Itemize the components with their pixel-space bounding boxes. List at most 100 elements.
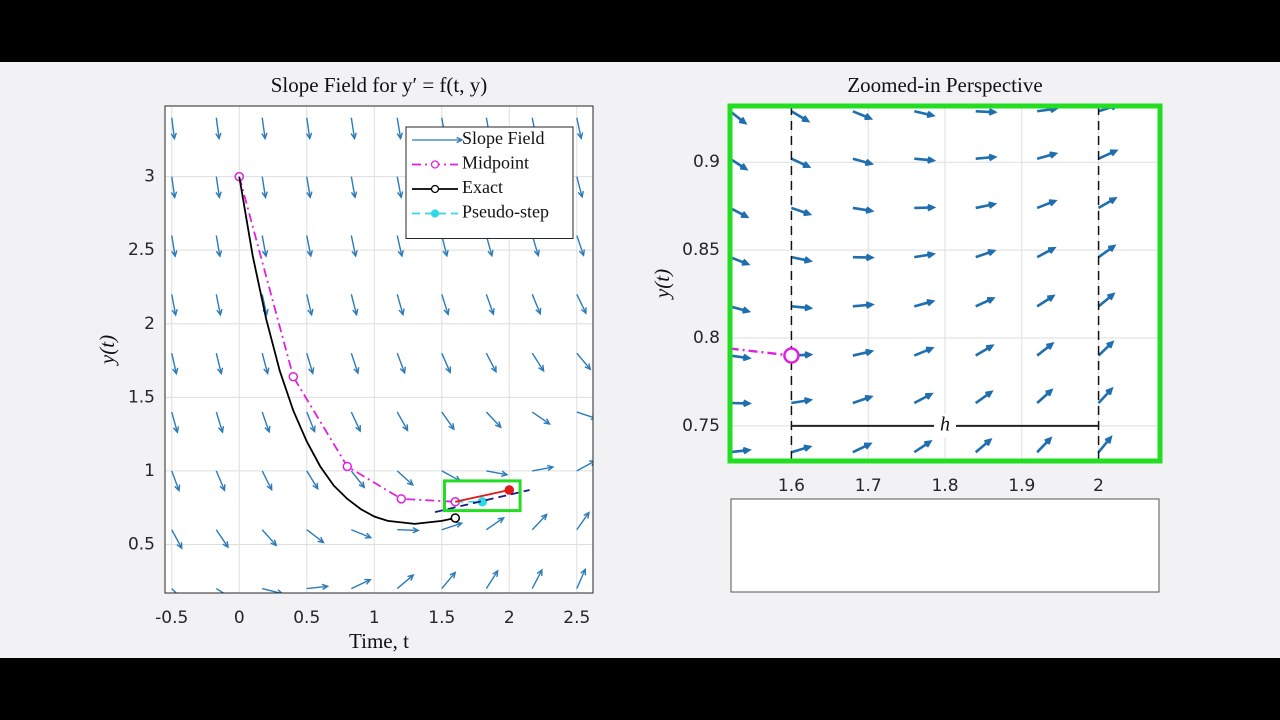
legend-marker [430,184,440,194]
slope-arrow [852,348,875,357]
slope-arrow [261,117,268,141]
slope-arrow [441,352,452,374]
y-tick-label: 0.8 [693,328,720,348]
slope-arrow [350,470,366,489]
slope-arrow [171,470,181,493]
empty-panel [730,498,1160,593]
x-tick-label: -0.5 [155,608,188,628]
slope-arrow [396,470,414,487]
slope-arrow [485,569,499,589]
legend: Slope Field Midpoint Exact Pseudo-step [405,126,574,239]
series-marker [396,494,407,504]
slope-arrow [1036,388,1054,404]
slope-arrow [913,110,936,119]
slope-arrow [306,470,319,491]
legend-label: Pseudo-step [462,202,549,222]
slope-arrow [730,399,752,408]
slope-arrow [396,235,404,258]
slope-arrow [852,253,875,262]
slope-arrow [350,176,358,199]
y-axis-label: y(t) [95,335,119,366]
slope-arrow [914,203,937,212]
slope-arrow [396,411,409,432]
chart-title: Slope Field for y′ = f(t, y) [271,73,488,97]
slope-arrow [1036,199,1058,210]
series-marker [783,347,800,364]
x-tick-label: 1.5 [428,608,455,628]
slope-arrow [351,578,372,590]
legend-marker [430,160,440,169]
slope-arrow [1097,340,1115,357]
slope-arrow [852,301,875,309]
y-tick-label: 2 [144,314,155,334]
slope-arrow [730,255,751,266]
slope-arrow [1036,342,1055,357]
axes-frame [727,103,1163,464]
chart-title: Zoomed-in Perspective [847,73,1042,97]
legend-label: Slope Field [462,128,545,148]
slope-arrow [531,411,551,425]
slope-arrow [791,397,814,405]
slope-arrow [215,353,224,376]
slope-arrow [975,108,998,116]
slope-arrow [215,411,225,434]
slope-arrow [215,176,222,199]
slope-arrow [261,411,271,434]
slope-arrow [852,442,873,454]
y-tick-label: 1 [144,461,155,481]
y-tick-label: 0.75 [682,416,720,436]
slope-arrow [1097,292,1116,308]
interval-label: h [940,413,950,435]
slope-arrow [576,117,584,140]
slope-arrow [441,294,450,316]
series-marker [450,513,461,523]
series-line [238,176,456,525]
slope-arrow [790,157,812,169]
slope-arrow [1097,435,1113,454]
slope-arrow [913,346,935,357]
interval-label-bg [934,413,956,438]
slope-arrow [485,516,505,531]
slope-arrow [791,444,813,454]
x-tick-label: 0.5 [293,608,320,628]
slope-arrow [1097,386,1114,404]
slope-arrow [306,294,314,317]
series-marker [342,461,353,472]
slope-arrow [306,411,316,434]
slope-arrow [261,529,278,547]
x-tick-label: 2 [504,608,515,628]
slope-arrow [1097,197,1118,210]
slope-arrow [397,527,420,534]
legend-label: Exact [462,177,503,197]
slope-arrow [441,571,457,590]
slope-arrow [1036,151,1059,160]
x-tick-label: 0 [234,608,245,628]
slope-arrow [396,352,406,375]
slope-arrow [974,438,993,454]
slope-arrow [576,567,587,589]
slope-arrow [485,294,495,316]
slope-arrow [531,568,543,589]
slope-arrow [261,470,273,492]
x-tick-label: 1.6 [778,476,805,496]
legend-label: Midpoint [462,153,529,173]
slope-arrow [852,206,875,214]
slope-arrow [485,411,502,429]
slope-arrow [350,411,361,433]
series-line [455,489,510,503]
x-tick-label: 1.8 [931,476,958,496]
slope-arrow [215,587,225,593]
slope-arrow [576,235,585,257]
slope-arrow [171,353,179,376]
x-tick-label: 1 [369,608,380,628]
slope-arrow [350,117,357,141]
y-tick-label: 2.5 [128,240,155,260]
slope-arrow [913,440,933,454]
legend-marker [430,209,440,218]
slope-arrow [396,574,415,590]
slope-arrow [1036,246,1057,259]
slope-arrow [852,110,874,121]
zoom-box [442,479,522,513]
slope-arrow [576,176,584,199]
